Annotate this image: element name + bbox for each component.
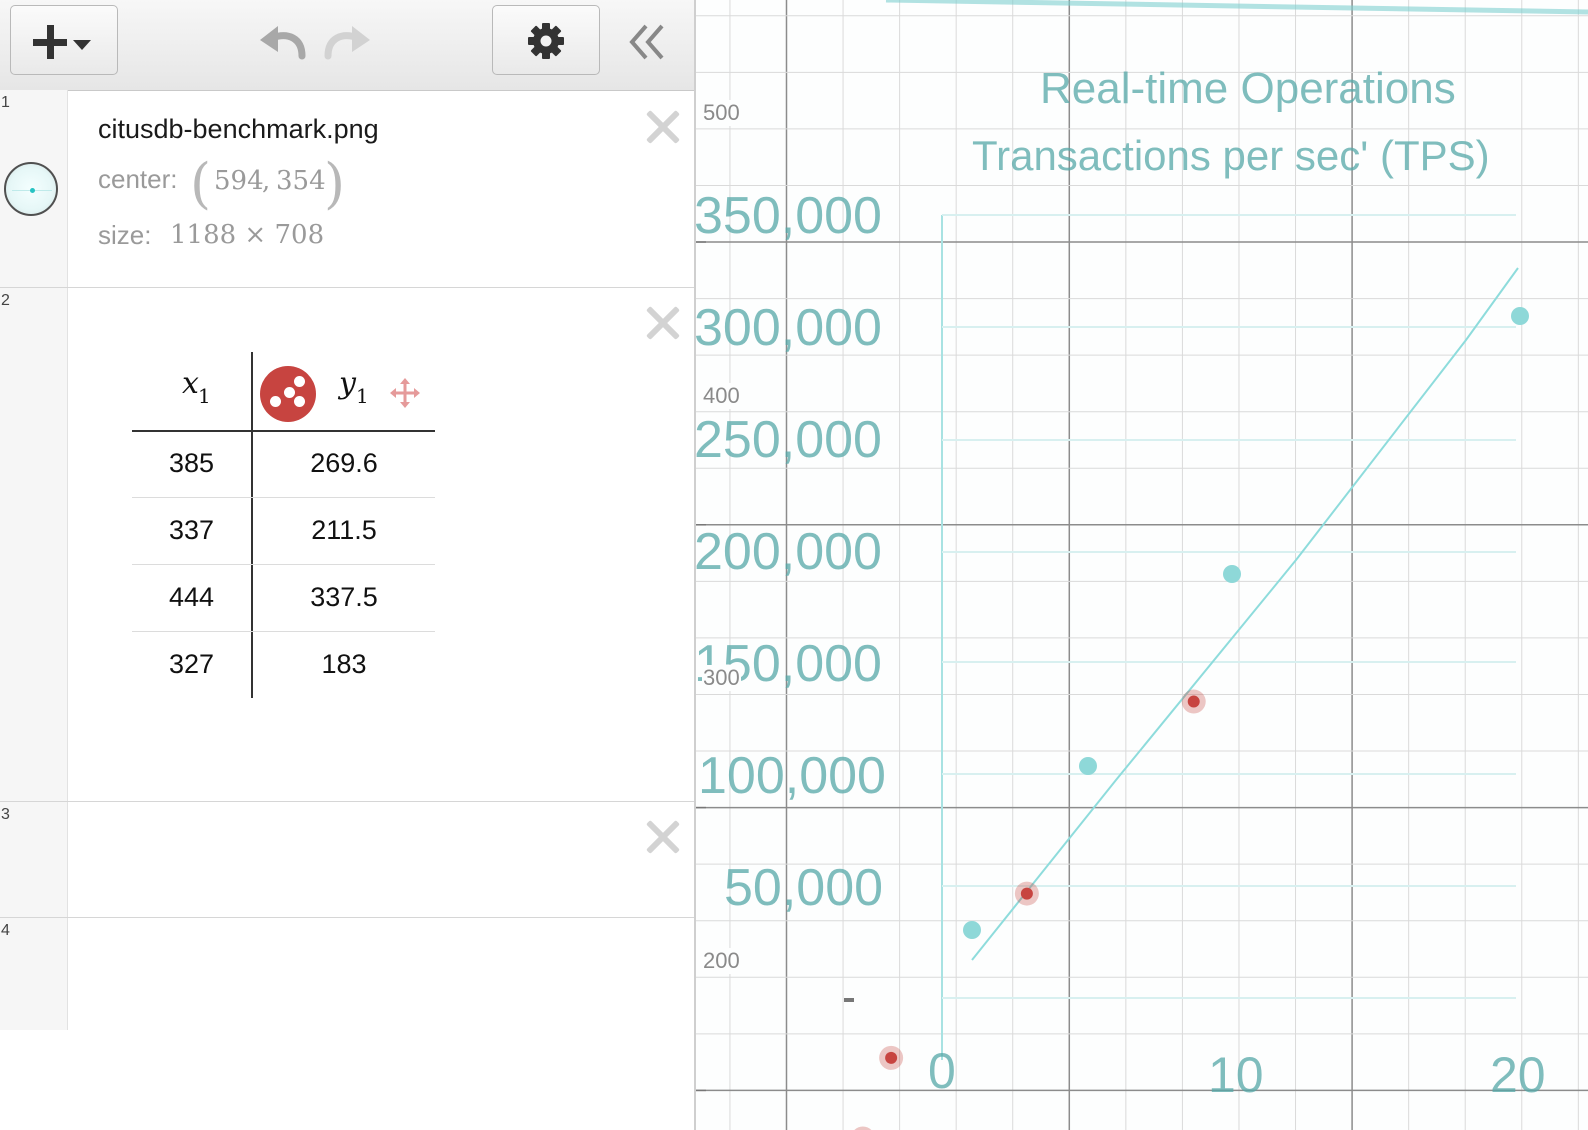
y-tick-label: 400 xyxy=(702,383,741,409)
delete-expression-icon[interactable] xyxy=(644,108,682,146)
background-x-label: 10 xyxy=(1208,1047,1264,1103)
row-gutter: 2 xyxy=(0,288,68,801)
row-divider xyxy=(132,631,435,632)
table-cell-y[interactable]: 183 xyxy=(321,649,367,679)
expression-row-image[interactable]: 1 citusdb-benchmark.png center: ( 594 , … xyxy=(0,90,696,288)
column-divider xyxy=(251,352,253,698)
background-title-line1: Real-time Operations xyxy=(1040,64,1456,113)
gear-icon xyxy=(528,23,564,59)
size-value[interactable]: 1188 × 708 xyxy=(170,220,325,250)
series-style-icon[interactable] xyxy=(260,366,316,422)
center-separator: , xyxy=(262,166,271,196)
expression-row-empty[interactable]: 3 xyxy=(0,802,696,918)
row-number: 4 xyxy=(1,922,10,939)
expression-row-table[interactable]: 2 x 1 y 1 xyxy=(0,288,696,802)
table-cell-x[interactable]: 337 xyxy=(168,515,215,545)
table-cell-x[interactable]: 327 xyxy=(168,649,215,679)
background-image xyxy=(844,0,1588,1060)
background-y-label: 100,000 xyxy=(698,747,886,805)
expression-panel: 1 citusdb-benchmark.png center: ( 594 , … xyxy=(0,0,696,1130)
open-paren: ( xyxy=(190,152,212,215)
add-expression-button[interactable] xyxy=(10,5,118,75)
redo-icon[interactable] xyxy=(322,22,372,62)
chevron-down-icon xyxy=(73,40,91,50)
series-points xyxy=(854,689,1206,1130)
table-cell-y[interactable]: 337.5 xyxy=(310,582,378,612)
background-x-label: 20 xyxy=(1490,1047,1546,1103)
data-point[interactable] xyxy=(1020,887,1033,900)
row-number: 3 xyxy=(1,806,10,823)
row-divider xyxy=(132,497,435,498)
image-filename[interactable]: citusdb-benchmark.png xyxy=(98,114,379,144)
table-header-x[interactable]: x 1 xyxy=(182,366,211,408)
center-y-value[interactable]: 354 xyxy=(276,166,326,196)
settings-button[interactable] xyxy=(492,5,600,75)
data-point[interactable] xyxy=(885,1051,898,1064)
center-label: center: xyxy=(98,164,178,194)
gridlines xyxy=(696,0,1588,1130)
row-divider xyxy=(132,564,435,565)
toolbar xyxy=(0,0,696,91)
table-cell-x[interactable]: 444 xyxy=(168,582,215,612)
point-halo xyxy=(854,1126,872,1130)
background-y-label: 350,000 xyxy=(696,187,882,245)
delete-expression-icon[interactable] xyxy=(644,818,682,856)
graph-canvas[interactable]: Real-time Operations Transactions per se… xyxy=(696,0,1588,1130)
y-tick-label: 300 xyxy=(702,665,741,691)
undo-icon[interactable] xyxy=(258,22,308,62)
y-tick-label: 500 xyxy=(702,100,741,126)
background-title-line2: Transactions per sec' (TPS) xyxy=(972,132,1490,179)
panel-divider[interactable] xyxy=(694,0,697,1130)
graph-svg xyxy=(696,0,1588,1130)
table-header-y[interactable]: y 1 xyxy=(339,366,369,408)
move-icon[interactable] xyxy=(390,378,420,408)
background-y-label: 250,000 xyxy=(696,411,882,469)
table-cell-y[interactable]: 269.6 xyxy=(310,448,378,478)
center-x-value[interactable]: 594 xyxy=(214,166,264,196)
size-label: size: xyxy=(98,220,152,250)
expression-row-new[interactable]: 4 xyxy=(0,918,696,1030)
image-thumbnail[interactable] xyxy=(4,162,58,216)
delete-expression-icon[interactable] xyxy=(644,304,682,342)
row-number: 2 xyxy=(1,292,10,309)
close-paren: ) xyxy=(324,152,346,215)
background-y-label: 50,000 xyxy=(724,859,884,917)
collapse-panel-icon[interactable] xyxy=(626,20,670,64)
background-y-label: 200,000 xyxy=(696,523,882,581)
row-gutter: 4 xyxy=(0,918,68,1030)
background-x-label: 0 xyxy=(928,1043,956,1099)
row-gutter: 3 xyxy=(0,802,68,917)
table-cell-y[interactable]: 211.5 xyxy=(311,515,377,545)
row-gutter: 1 xyxy=(0,90,68,287)
header-divider xyxy=(132,430,435,432)
row-number: 1 xyxy=(1,94,10,111)
data-point[interactable] xyxy=(1187,695,1200,708)
table-cell-x[interactable]: 385 xyxy=(168,448,215,478)
background-y-label: 300,000 xyxy=(696,299,882,357)
y-tick-label: 200 xyxy=(702,948,741,974)
